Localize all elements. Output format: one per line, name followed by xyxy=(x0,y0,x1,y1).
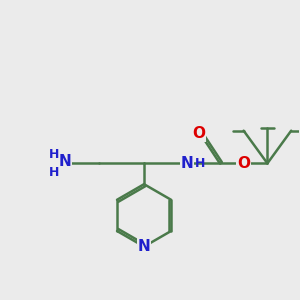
Text: H: H xyxy=(49,148,59,161)
Text: O: O xyxy=(237,156,250,171)
Text: H: H xyxy=(194,157,205,170)
Text: N: N xyxy=(138,239,150,254)
Text: H: H xyxy=(49,166,59,179)
Text: N: N xyxy=(181,156,194,171)
Text: O: O xyxy=(193,126,206,141)
Text: N: N xyxy=(59,154,72,169)
